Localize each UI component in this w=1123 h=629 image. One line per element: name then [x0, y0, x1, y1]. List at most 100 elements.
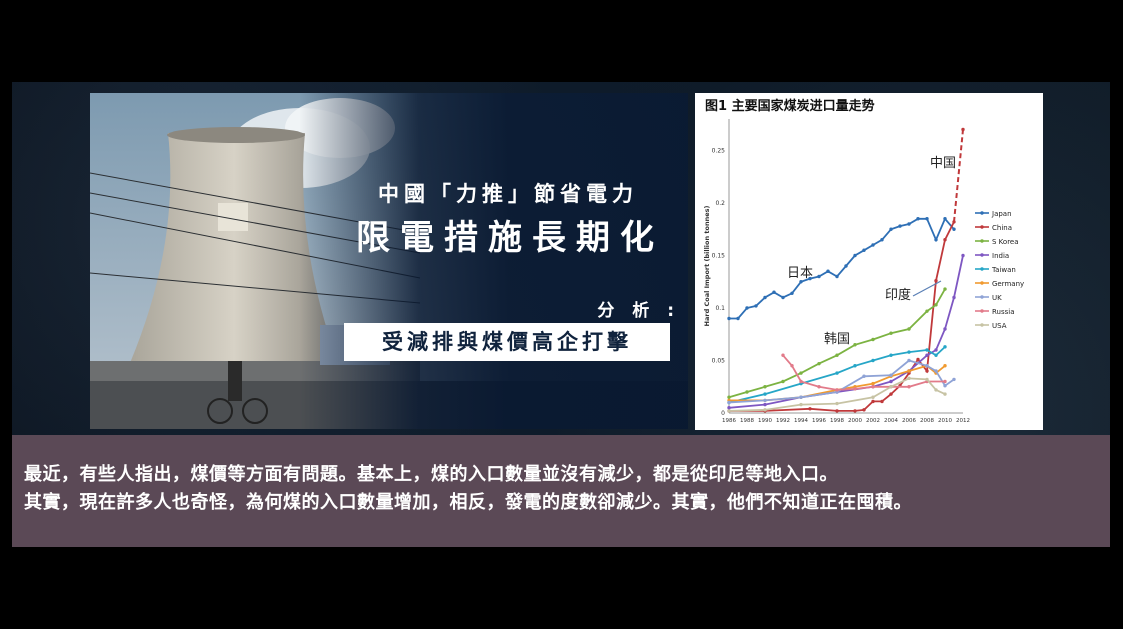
legend-marker: [980, 239, 984, 243]
subtitle-band: [12, 435, 1110, 547]
data-point: [925, 217, 929, 221]
data-point: [727, 406, 731, 410]
data-point: [907, 385, 911, 389]
data-point: [835, 409, 839, 413]
data-point: [943, 238, 947, 242]
data-point: [763, 402, 767, 407]
data-point: [844, 264, 848, 268]
x-tick-label: 2012: [956, 418, 970, 424]
chart-title: 图1 主要国家煤炭进口量走势: [705, 98, 875, 114]
data-point: [952, 377, 956, 382]
data-point: [835, 371, 839, 375]
x-tick-label: 2006: [902, 418, 916, 424]
legend-label: Taiwan: [991, 266, 1016, 274]
data-point: [826, 269, 830, 273]
data-point: [808, 276, 812, 281]
data-point: [835, 353, 839, 357]
data-point: [889, 353, 893, 357]
data-point: [835, 388, 839, 392]
data-point: [799, 379, 803, 384]
data-point: [943, 217, 947, 221]
data-point: [925, 369, 929, 373]
data-point: [727, 316, 731, 321]
x-tick-label: 1990: [758, 418, 772, 424]
data-point: [943, 364, 947, 368]
data-point: [871, 385, 875, 389]
data-point: [961, 127, 965, 132]
annotation-label: 韩国: [824, 332, 850, 347]
data-point: [745, 390, 749, 394]
annotation-label: 中国: [930, 156, 956, 171]
series-line-china-projection: [953, 129, 964, 222]
x-tick-label: 1998: [830, 418, 844, 424]
series-line-uk: [728, 359, 955, 404]
x-tick-label: 2002: [866, 418, 880, 424]
caption-line-1: 最近，有些人指出，煤價等方面有問題。基本上，煤的入口數量並沒有減少，都是從印尼等…: [24, 464, 838, 485]
data-point: [934, 279, 938, 283]
data-point: [799, 280, 803, 284]
data-point: [907, 327, 911, 331]
data-point: [853, 343, 857, 347]
data-point: [889, 227, 893, 231]
data-point: [925, 309, 929, 313]
data-point: [727, 395, 731, 399]
data-point: [880, 399, 884, 404]
y-axis-label: Hard Coal Import (billion tonnes): [703, 206, 711, 327]
legend-marker: [980, 267, 984, 271]
x-tick-label: 2000: [848, 418, 862, 424]
data-point: [880, 238, 884, 242]
data-point: [817, 361, 821, 366]
data-point: [889, 331, 893, 335]
x-tick-label: 1986: [722, 418, 736, 424]
data-point: [781, 379, 785, 384]
data-point: [817, 385, 821, 389]
data-point: [799, 395, 803, 399]
legend-label: India: [992, 252, 1009, 260]
data-point: [745, 306, 749, 310]
legend-label: Russia: [992, 308, 1015, 316]
data-point: [799, 371, 803, 375]
data-point: [772, 290, 776, 294]
annotation-label: 印度: [885, 287, 911, 303]
legend-label: China: [992, 224, 1012, 232]
x-tick-label: 1988: [740, 418, 754, 424]
data-point: [961, 253, 965, 258]
data-point: [907, 358, 911, 363]
legend-label: S Korea: [992, 238, 1019, 246]
data-point: [934, 238, 938, 242]
y-tick-label: 0.05: [712, 358, 726, 365]
data-point: [853, 387, 857, 391]
data-point: [907, 222, 911, 226]
legend-label: UK: [992, 294, 1002, 302]
data-point: [727, 400, 731, 405]
data-point: [871, 399, 875, 404]
legend-marker: [980, 225, 984, 229]
data-point: [889, 385, 893, 389]
data-point: [898, 224, 902, 228]
legend-label: USA: [992, 322, 1007, 330]
data-point: [781, 353, 785, 357]
data-point: [907, 350, 911, 354]
data-point: [763, 385, 767, 389]
data-point: [925, 364, 929, 368]
data-point: [754, 304, 758, 308]
legend-marker: [980, 309, 984, 313]
legend-marker: [980, 253, 984, 257]
data-point: [943, 379, 947, 384]
data-point: [817, 274, 821, 279]
chart-svg: 图1 主要国家煤炭进口量走势 0 0.05 0.1 0.15 0.2 0.25 1986 198…: [703, 98, 1024, 424]
data-point: [871, 358, 875, 363]
data-point: [790, 364, 794, 368]
data-point: [925, 377, 929, 382]
data-point: [763, 392, 767, 396]
data-point: [763, 398, 767, 403]
data-point: [907, 376, 911, 381]
data-point: [952, 227, 956, 231]
data-point: [934, 388, 938, 392]
legend-marker: [980, 281, 984, 285]
data-point: [862, 248, 866, 252]
data-point: [799, 402, 803, 407]
legend-marker: [980, 211, 984, 215]
caption-line-2: 其實，現在許多人也奇怪，為何煤的入口數量增加，相反，發電的度數卻減少。其實，他們…: [24, 492, 912, 513]
